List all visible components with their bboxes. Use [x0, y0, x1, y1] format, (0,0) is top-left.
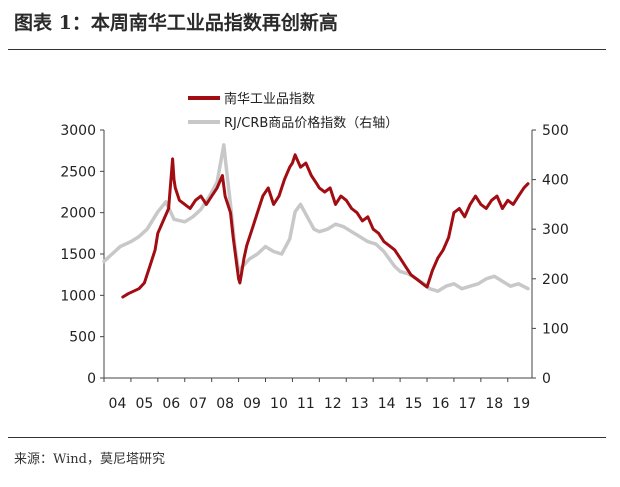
x-tick-label: 07: [189, 396, 207, 412]
x-tick-label: 19: [512, 396, 530, 412]
chart-axes: 0 500 1000 1500 2000 2500 3000 0 100 200 300 400 500…: [60, 123, 568, 412]
x-tick-label: 14: [378, 396, 396, 412]
y-left-tick-label: 500: [69, 330, 96, 346]
x-tick-label: 06: [162, 396, 180, 412]
x-tick-label: 17: [458, 396, 476, 412]
x-tick-label: 12: [324, 396, 342, 412]
legend-item-rjcrb-label: RJ/CRB商品价格指数（右轴）: [224, 115, 398, 131]
legend-item-nanhua-label: 南华工业品指数: [224, 91, 315, 107]
title-divider: [8, 49, 606, 50]
y-left-tick-label: 0: [87, 371, 96, 387]
y-right-tick-label: 400: [542, 173, 569, 189]
x-tick-label: 16: [432, 396, 450, 412]
y-right-tick-label: 500: [542, 123, 569, 139]
chart-legend: 南华工业品指数 RJ/CRB商品价格指数（右轴）: [188, 91, 398, 131]
y-left-tick-label: 1000: [60, 288, 96, 304]
x-tick-label: 09: [243, 396, 261, 412]
x-tick-label: 13: [351, 396, 369, 412]
x-tick-label: 11: [297, 396, 315, 412]
source-note: 来源：Wind，莫尼塔研究: [14, 452, 165, 467]
y-left-tick-label: 3000: [60, 123, 96, 139]
x-tick-label: 08: [216, 396, 234, 412]
x-tick-label: 18: [485, 396, 503, 412]
x-tick-label: 04: [109, 396, 127, 412]
x-tick-label: 15: [405, 396, 423, 412]
y-right-tick-label: 0: [542, 371, 551, 387]
y-left-tick-label: 2500: [60, 164, 96, 180]
y-left-tick-label: 1500: [60, 247, 96, 263]
y-right-tick-label: 100: [542, 321, 569, 337]
chart-series: [102, 143, 530, 299]
x-tick-label: 05: [135, 396, 153, 412]
x-tick-label: 10: [270, 396, 288, 412]
source-divider: [8, 437, 606, 438]
series-line-rjcrb: [102, 143, 530, 293]
y-right-tick-label: 300: [542, 222, 569, 238]
series-line-nanhua: [121, 153, 530, 299]
figure-title: 图表 1：本周南华工业品指数再创新高: [14, 12, 338, 34]
y-left-tick-label: 2000: [60, 206, 96, 222]
y-right-tick-label: 200: [542, 272, 569, 288]
